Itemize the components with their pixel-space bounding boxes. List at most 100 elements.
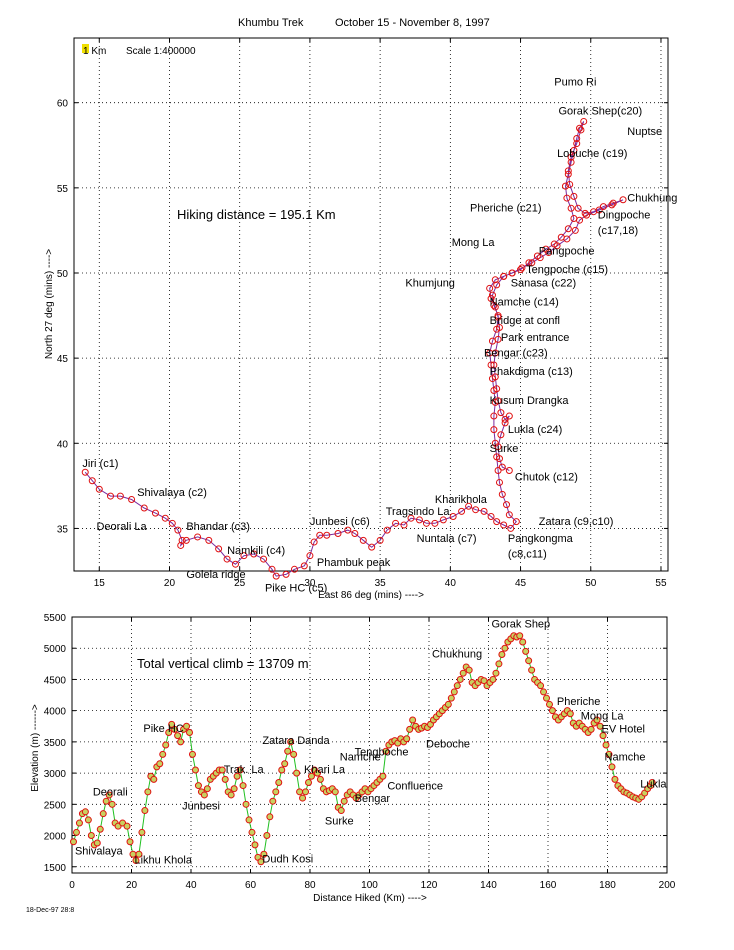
place-label: Chukhung	[432, 649, 482, 661]
place-label: (c8,c11)	[508, 548, 547, 560]
data-point	[305, 778, 313, 786]
data-point	[518, 264, 526, 272]
data-point	[497, 431, 505, 439]
data-point	[494, 397, 502, 405]
place-label: Junbesi	[182, 800, 220, 812]
data-point	[576, 124, 584, 132]
place-label: Pangpoche	[539, 245, 595, 257]
data-point	[583, 211, 591, 219]
y-tick-label: 50	[57, 269, 69, 280]
data-point	[453, 682, 461, 690]
data-point	[495, 455, 503, 463]
data-point	[250, 550, 258, 558]
data-point	[458, 507, 466, 515]
data-point	[165, 729, 173, 737]
data-point	[282, 570, 290, 578]
data-point	[268, 565, 276, 573]
data-point	[561, 182, 569, 190]
place-label: Khari La	[304, 764, 346, 776]
data-point	[81, 468, 89, 476]
data-point	[171, 725, 179, 733]
place-label: Namche (c14)	[490, 296, 559, 308]
data-point	[300, 562, 308, 570]
data-point	[99, 810, 107, 818]
data-point	[488, 291, 496, 299]
y-tick-label: 45	[57, 354, 69, 365]
y-tick-label: 4000	[44, 707, 67, 718]
data-point	[570, 146, 578, 154]
data-point	[545, 700, 553, 708]
y-tick-label: 2000	[44, 832, 67, 843]
data-point	[116, 492, 124, 500]
data-point	[69, 838, 77, 846]
data-point	[494, 312, 502, 320]
data-point	[231, 560, 239, 568]
elev-ylabel: Elevation (m) ------>	[30, 704, 41, 792]
data-point	[545, 249, 553, 257]
data-point	[525, 657, 533, 665]
data-point	[567, 158, 575, 166]
data-point	[571, 226, 579, 234]
x-tick-label: 55	[655, 578, 667, 589]
data-point	[87, 832, 95, 840]
x-tick-label: 120	[421, 880, 438, 891]
data-point	[281, 760, 289, 768]
x-tick-label: 25	[234, 578, 246, 589]
data-point	[102, 797, 110, 805]
data-point	[368, 543, 376, 551]
data-point	[233, 772, 241, 780]
y-tick-label: 1500	[44, 863, 67, 874]
x-tick-label: 160	[540, 880, 557, 891]
data-point	[306, 552, 314, 560]
place-label: Confluence	[387, 780, 443, 792]
place-label: Jiri (c1)	[82, 458, 118, 470]
data-point	[174, 732, 182, 740]
place-label: Lukla (c24)	[508, 424, 562, 436]
place-label: Namkili (c4)	[227, 545, 285, 557]
place-label: Dudh Kosi	[262, 853, 313, 865]
scale-bar-swatch	[82, 44, 89, 53]
place-label: Bengar (c23)	[484, 347, 548, 359]
data-point	[599, 732, 607, 740]
y-tick-label: 5500	[44, 613, 67, 624]
elevation-panel: 0 20 40 60 80 100 120 140 160 180 200 1500 2000 2500 3…	[30, 613, 676, 904]
data-point	[245, 816, 253, 824]
place-label: Dingpoche	[598, 210, 651, 222]
place-label: Bengar	[355, 793, 391, 805]
data-point	[648, 778, 656, 786]
data-point	[293, 769, 301, 777]
data-point	[567, 153, 575, 161]
data-point	[275, 778, 283, 786]
elev-line	[69, 632, 656, 866]
data-point	[564, 225, 572, 233]
data-point	[290, 750, 298, 758]
x-tick-label: 40	[445, 578, 457, 589]
place-label: Kusum Drangka	[490, 395, 570, 407]
data-point	[88, 477, 96, 485]
data-point	[159, 750, 167, 758]
place-label: Phambuk peak	[317, 557, 391, 569]
data-point	[608, 763, 616, 771]
data-point	[564, 167, 572, 175]
data-point	[230, 785, 238, 793]
elev-labels: Gorak Shep Chukhung Pheriche Mong La EV Hote…	[75, 619, 667, 867]
data-point	[491, 349, 499, 357]
x-tick-label: 100	[361, 880, 378, 891]
map-panel: 15 20 25 30 35 40 45 50 55 35 40 45 50 55 60 Pumo Ri Go…	[44, 37, 677, 601]
place-label: Pangkongma	[508, 533, 574, 545]
y-tick-label: 3500	[44, 738, 67, 749]
data-point	[491, 373, 499, 381]
vertical-climb-annotation: Total vertical climb = 13709 m	[137, 656, 309, 671]
y-tick-label: 3000	[44, 769, 67, 780]
data-point	[501, 415, 509, 423]
data-point	[182, 536, 190, 544]
place-label: Tengboche	[355, 747, 409, 759]
data-point	[108, 800, 116, 808]
place-label: Pheriche (c21)	[470, 203, 542, 215]
data-point	[573, 140, 581, 148]
data-point	[501, 419, 509, 427]
data-point	[570, 192, 578, 200]
data-point	[459, 669, 467, 677]
data-point	[576, 216, 584, 224]
